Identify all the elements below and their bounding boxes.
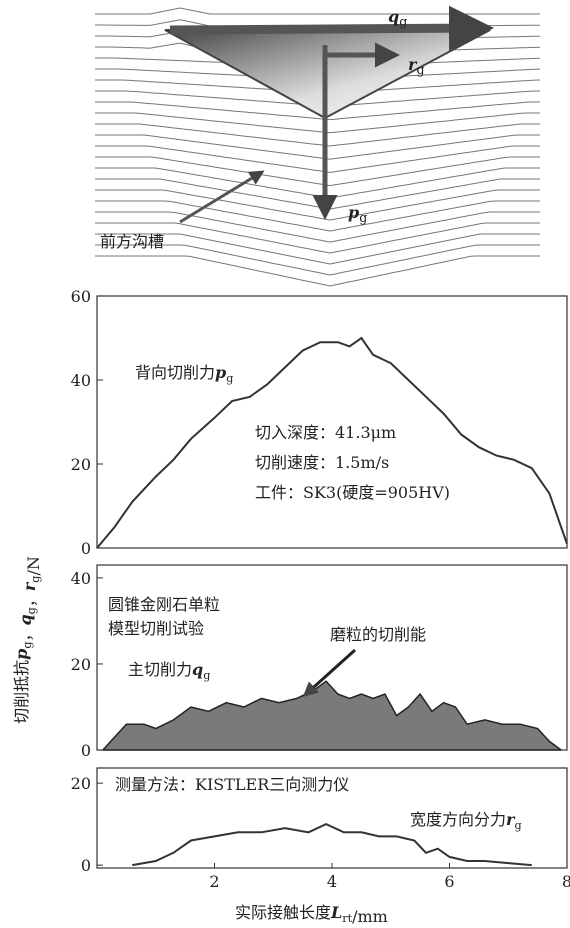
y-tick-label: 40 [71,569,91,588]
text-part: 测量方法：KISTLER三向测力仪 [115,775,349,794]
annotation: 切削速度：1.5m/s [255,453,389,472]
groove-line [95,146,540,172]
label-q: qg [388,7,407,29]
groove-line [95,201,540,231]
x-tick-label: 2 [209,872,219,891]
text-part: q [16,614,35,625]
text-part: g [203,669,210,682]
y-tick-label: 40 [71,371,91,390]
x-tick-label: 8 [562,872,570,891]
groove-line [95,256,540,286]
text-part: ， [16,625,35,641]
text-part: g [21,642,34,649]
annotation: 测量方法：KISTLER三向测力仪 [115,775,349,794]
text-part: g [359,210,367,225]
y-tick-label: 0 [81,856,91,875]
y-tick-label: 20 [71,455,91,474]
annotation: 宽度方向分力rg [410,810,522,832]
y-tick-label: 0 [81,539,91,558]
text-part: 实际接触长度 [235,903,331,922]
text-part: /mm [352,907,388,926]
groove-line [95,135,540,159]
text-part: p [215,363,226,382]
annotation: 切入深度：41.3μm [255,423,396,442]
data-area [103,681,561,750]
annotation: 背向切削力pg [135,363,233,385]
text-part: 模型切削试验 [108,619,204,638]
y-tick-label: 0 [81,741,91,760]
text-part: /N [24,556,43,575]
text-part: rt [342,912,352,925]
annotation: 圆锥金刚石单粒 [108,595,220,614]
text-part: 宽度方向分力 [410,810,506,829]
groove-line [95,124,540,146]
y-axis-label: 切削抵抗pg，qg，rg/N [12,556,43,724]
text-part: ， [20,591,39,607]
x-tick-label: 6 [444,872,454,891]
y-tick-label: 20 [71,655,91,674]
groove-line [95,8,540,14]
text-part: 工件：SK3(硬度=905HV) [255,483,450,502]
groove-line [95,190,540,220]
text-part: g [226,372,233,385]
text-part: 切削速度：1.5m/s [255,453,389,472]
x-tick-label: 4 [327,872,337,891]
figure: qgrgpg前方沟槽0204060背向切削力pg切入深度：41.3μm切削速度：… [0,0,570,928]
annotation: 工件：SK3(硬度=905HV) [255,483,450,502]
annotation: 主切削力qg [128,660,210,682]
text-part: 主切削力 [128,660,192,679]
text-part: 前方沟槽 [100,232,164,251]
text-part: q [388,7,399,26]
text-part: p [12,649,31,660]
text-part: 切入深度：41.3μm [255,423,396,442]
arrow-q [170,28,485,30]
text-part: 磨粒的切削能 [330,625,426,644]
text-part: 圆锥金刚石单粒 [108,595,220,614]
text-part: L [330,903,342,922]
annotation: 磨粒的切削能 [330,625,426,644]
label-groove: 前方沟槽 [100,232,164,251]
y-tick-label: 20 [71,774,91,793]
x-axis-label: 实际接触长度Lrt/mm [235,903,388,926]
text-part: g [25,607,38,614]
data-line [132,824,532,865]
text-part: p [348,203,359,222]
text-part: g [416,62,424,77]
annotation: 模型切削试验 [108,619,204,638]
groove-line [95,168,540,198]
text-part: 背向切削力 [135,363,215,382]
y-tick-label: 60 [71,287,91,306]
text-part: g [514,819,521,832]
text-part: g [399,14,407,29]
label-p: pg [348,203,367,225]
groove-line [95,157,540,186]
text-part: q [192,660,203,679]
text-part: 切削抵抗 [12,660,31,724]
plot-frame [97,296,567,548]
text-part: g [29,576,42,583]
